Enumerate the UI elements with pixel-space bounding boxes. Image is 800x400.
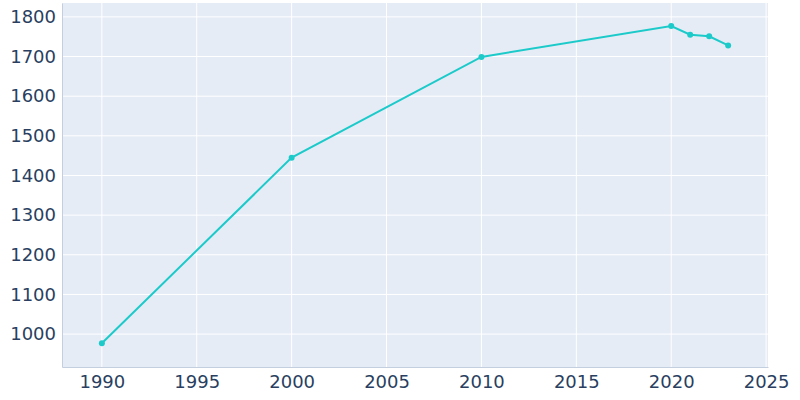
plot: 1990 1995 2000 2005 2010 2015 2020 2025 1000 1100…	[10, 3, 789, 392]
grid-line-y	[62, 135, 768, 136]
tick-label: 2000	[269, 371, 315, 392]
tick: 1800	[10, 6, 62, 27]
tick: 1990	[79, 367, 125, 392]
tick: 1400	[10, 165, 62, 186]
grid-line-x	[196, 3, 197, 367]
tick: 2005	[364, 367, 410, 392]
tick-label: 2020	[649, 371, 695, 392]
grid-line-y	[62, 175, 768, 176]
grid-line-y	[62, 16, 768, 17]
grid-line-x	[386, 3, 387, 367]
tick-label: 2025	[744, 371, 790, 392]
chart: 1990 1995 2000 2005 2010 2015 2020 2025 1000 1100…	[0, 0, 800, 400]
tick: 1000	[10, 323, 62, 344]
tick-label: 1990	[79, 371, 125, 392]
tick-label: 1000	[10, 323, 56, 344]
grid-line-y	[62, 96, 768, 97]
tick-label: 1500	[10, 125, 56, 146]
axis-line	[63, 367, 769, 368]
tick-label: 2005	[364, 371, 410, 392]
tick: 1600	[10, 85, 62, 106]
tick: 1995	[174, 367, 220, 392]
tick: 1100	[10, 284, 62, 305]
grid-line-y	[62, 56, 768, 57]
marker	[668, 23, 674, 29]
grid-line-y	[62, 334, 768, 335]
grid-line-x	[671, 3, 672, 367]
grid-line-x	[101, 3, 102, 367]
grid-line-y	[62, 215, 768, 216]
tick: 2010	[459, 367, 505, 392]
series	[99, 23, 731, 346]
marker	[706, 33, 712, 39]
x-axis: 1990 1995 2000 2005 2010 2015 2020 2025	[63, 367, 790, 392]
y-axis: 1000 1100 1200 1300 1400 1500 1600 1700 1800	[10, 4, 62, 368]
marker	[478, 54, 484, 60]
marker	[289, 155, 295, 161]
tick-label: 1100	[10, 284, 56, 305]
tick-label: 1995	[174, 371, 220, 392]
marker	[687, 32, 693, 38]
tick-label: 1600	[10, 85, 56, 106]
tick: 1700	[10, 46, 62, 67]
axis-line	[62, 4, 63, 368]
grid	[62, 3, 768, 367]
grid-line-x	[291, 3, 292, 367]
marker	[99, 340, 105, 346]
tick-label: 2015	[554, 371, 600, 392]
tick-label: 2010	[459, 371, 505, 392]
marker	[725, 42, 731, 48]
tick: 2025	[744, 367, 790, 392]
plot-background	[62, 3, 768, 367]
tick: 1500	[10, 125, 62, 146]
grid-line-y	[62, 254, 768, 255]
grid-line-y	[62, 294, 768, 295]
grid-line-x	[576, 3, 577, 367]
tick: 1200	[10, 244, 62, 265]
grid-line-x	[766, 3, 767, 367]
tick-label: 1400	[10, 165, 56, 186]
tick-label: 1800	[10, 6, 56, 27]
tick: 1300	[10, 204, 62, 225]
tick-label: 1300	[10, 204, 56, 225]
line	[102, 26, 728, 343]
tick: 2000	[269, 367, 315, 392]
tick-label: 1700	[10, 46, 56, 67]
tick: 2015	[554, 367, 600, 392]
tick-label: 1200	[10, 244, 56, 265]
tick: 2020	[649, 367, 695, 392]
